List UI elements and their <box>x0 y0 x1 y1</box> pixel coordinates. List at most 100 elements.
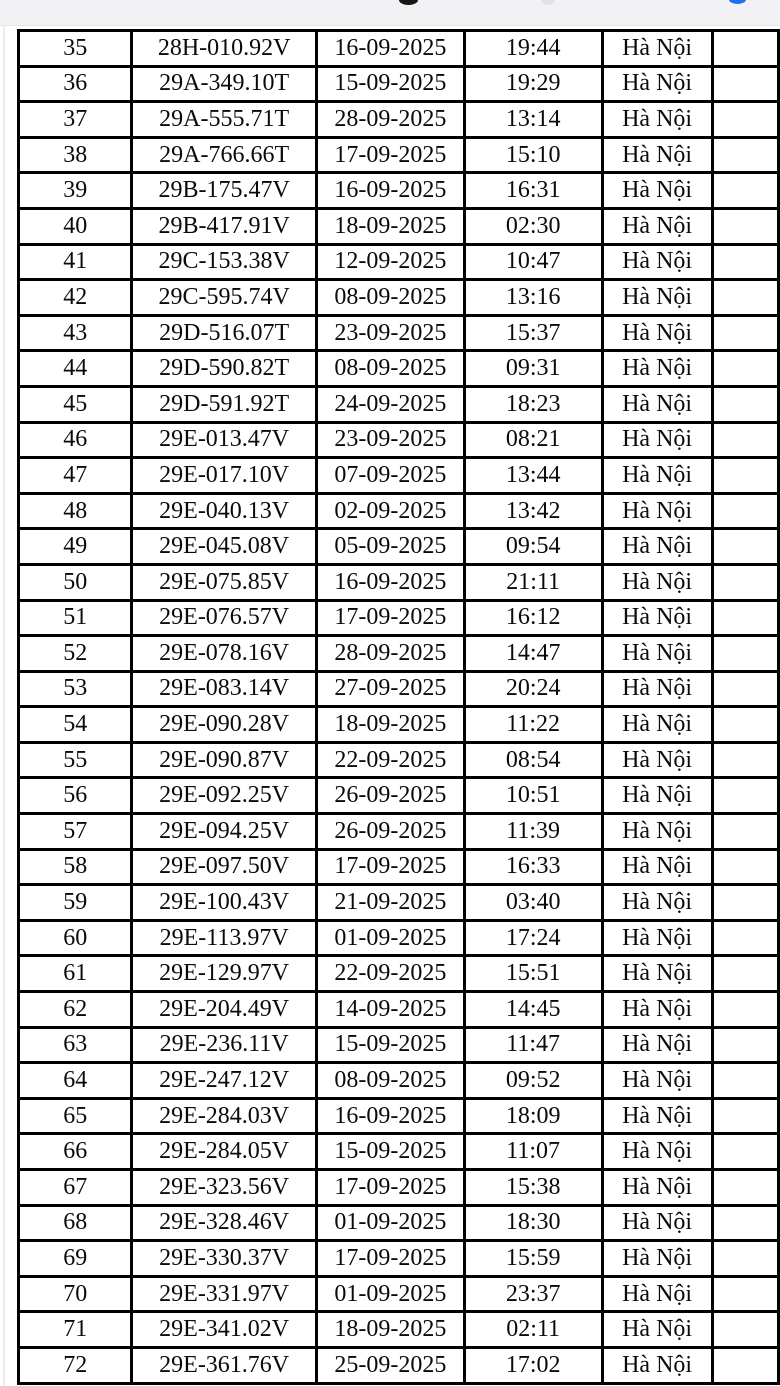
table-row: 66 29E-284.05V 15-09-2025 11:07 Hà Nội <box>17 1132 780 1171</box>
table-row: 54 29E-090.28V 18-09-2025 11:22 Hà Nội <box>17 705 780 744</box>
stt-cell: 56 <box>17 776 134 816</box>
stt-cell: 48 <box>17 491 134 531</box>
table-row: 61 29E-129.97V 22-09-2025 15:51 Hà Nội <box>17 954 780 994</box>
clipped-next-column-cell <box>710 1061 780 1100</box>
clipped-next-column-cell <box>710 776 780 816</box>
stt-cell: 49 <box>17 527 134 566</box>
plate-cell: 29C-153.38V <box>130 242 318 282</box>
clipped-next-column-cell <box>710 1310 780 1349</box>
clipped-next-column-cell <box>710 64 780 104</box>
date-cell: 01-09-2025 <box>314 918 466 958</box>
table-row: 38 29A-766.66T 17-09-2025 15:10 Hà Nội <box>17 135 780 175</box>
clipped-next-column-cell <box>710 384 780 424</box>
plate-cell: 29E-330.37V <box>130 1239 318 1278</box>
time-cell: 15:38 <box>462 1168 604 1207</box>
date-cell: 22-09-2025 <box>314 740 466 780</box>
table-row: 55 29E-090.87V 22-09-2025 08:54 Hà Nội <box>17 740 780 780</box>
city-cell: Hà Nội <box>600 954 714 994</box>
date-cell: 24-09-2025 <box>314 384 466 424</box>
city-cell: Hà Nội <box>600 1203 714 1243</box>
date-cell: 16-09-2025 <box>314 171 466 210</box>
clipped-next-column-cell <box>710 135 780 175</box>
plate-cell: 29E-094.25V <box>130 812 318 851</box>
city-cell: Hà Nội <box>600 1274 714 1314</box>
clipped-next-column-cell <box>710 954 780 994</box>
city-cell: Hà Nội <box>600 29 714 68</box>
city-cell: Hà Nội <box>600 491 714 531</box>
table-row: 59 29E-100.43V 21-09-2025 03:40 Hà Nội <box>17 883 780 922</box>
time-cell: 08:21 <box>462 420 604 460</box>
time-cell: 16:12 <box>462 598 604 638</box>
time-cell: 17:02 <box>462 1345 604 1385</box>
plate-cell: 29E-078.16V <box>130 634 318 673</box>
time-cell: 02:30 <box>462 206 604 246</box>
time-cell: 08:54 <box>462 740 604 780</box>
plate-cell: 29A-349.10T <box>130 64 318 104</box>
time-cell: 18:30 <box>462 1203 604 1243</box>
clipped-next-column-cell <box>710 847 780 887</box>
plate-cell: 29E-284.05V <box>130 1132 318 1171</box>
date-cell: 12-09-2025 <box>314 242 466 282</box>
date-cell: 08-09-2025 <box>314 278 466 317</box>
table-row: 72 29E-361.76V 25-09-2025 17:02 Hà Nội <box>17 1345 780 1385</box>
clipped-next-column-cell <box>710 1132 780 1171</box>
time-cell: 17:24 <box>462 918 604 958</box>
city-cell: Hà Nội <box>600 242 714 282</box>
time-cell: 15:51 <box>462 954 604 994</box>
clipped-next-column-cell <box>710 598 780 638</box>
stt-cell: 62 <box>17 990 134 1029</box>
table-row: 36 29A-349.10T 15-09-2025 19:29 Hà Nội <box>17 64 780 104</box>
time-cell: 16:33 <box>462 847 604 887</box>
clipped-next-column-cell <box>710 705 780 744</box>
table-row: 40 29B-417.91V 18-09-2025 02:30 Hà Nội <box>17 206 780 246</box>
city-cell: Hà Nội <box>600 847 714 887</box>
table-row: 35 28H-010.92V 16-09-2025 19:44 Hà Nội <box>17 29 780 68</box>
stt-cell: 44 <box>17 349 134 388</box>
time-cell: 09:52 <box>462 1061 604 1100</box>
time-cell: 13:16 <box>462 278 604 317</box>
time-cell: 16:31 <box>462 171 604 210</box>
date-cell: 28-09-2025 <box>314 634 466 673</box>
city-cell: Hà Nội <box>600 776 714 816</box>
plate-cell: 29D-516.07T <box>130 313 318 353</box>
table-row: 41 29C-153.38V 12-09-2025 10:47 Hà Nội <box>17 242 780 282</box>
table-row: 44 29D-590.82T 08-09-2025 09:31 Hà Nội <box>17 349 780 388</box>
date-cell: 21-09-2025 <box>314 883 466 922</box>
violation-table-container: 35 28H-010.92V 16-09-2025 19:44 Hà Nội 3… <box>17 29 780 1386</box>
plate-cell: 29E-040.13V <box>130 491 318 531</box>
clipped-next-column-cell <box>710 1096 780 1136</box>
city-cell: Hà Nội <box>600 384 714 424</box>
date-cell: 17-09-2025 <box>314 1168 466 1207</box>
stt-cell: 35 <box>17 29 134 68</box>
date-cell: 02-09-2025 <box>314 491 466 531</box>
clipped-next-column-cell <box>710 313 780 353</box>
date-cell: 14-09-2025 <box>314 990 466 1029</box>
date-cell: 28-09-2025 <box>314 100 466 139</box>
table-row: 65 29E-284.03V 16-09-2025 18:09 Hà Nội <box>17 1096 780 1136</box>
clipped-text-descender-dot <box>399 0 418 5</box>
clipped-next-column-cell <box>710 420 780 460</box>
plate-cell: 29E-090.87V <box>130 740 318 780</box>
date-cell: 15-09-2025 <box>314 1132 466 1171</box>
date-cell: 18-09-2025 <box>314 206 466 246</box>
city-cell: Hà Nội <box>600 135 714 175</box>
city-cell: Hà Nội <box>600 1061 714 1100</box>
time-cell: 19:29 <box>462 64 604 104</box>
stt-cell: 43 <box>17 313 134 353</box>
date-cell: 16-09-2025 <box>314 1096 466 1136</box>
city-cell: Hà Nội <box>600 420 714 460</box>
city-cell: Hà Nội <box>600 740 714 780</box>
clipped-next-column-cell <box>710 491 780 531</box>
time-cell: 15:59 <box>462 1239 604 1278</box>
plate-cell: 28H-010.92V <box>130 29 318 68</box>
plate-cell: 29E-331.97V <box>130 1274 318 1314</box>
clipped-next-column-cell <box>710 1203 780 1243</box>
stt-cell: 47 <box>17 456 134 495</box>
stt-cell: 63 <box>17 1025 134 1065</box>
date-cell: 01-09-2025 <box>314 1274 466 1314</box>
city-cell: Hà Nội <box>600 456 714 495</box>
stt-cell: 54 <box>17 705 134 744</box>
clipped-next-column-cell <box>710 100 780 139</box>
plate-cell: 29D-591.92T <box>130 384 318 424</box>
violation-table-body: 35 28H-010.92V 16-09-2025 19:44 Hà Nội 3… <box>17 29 780 1385</box>
